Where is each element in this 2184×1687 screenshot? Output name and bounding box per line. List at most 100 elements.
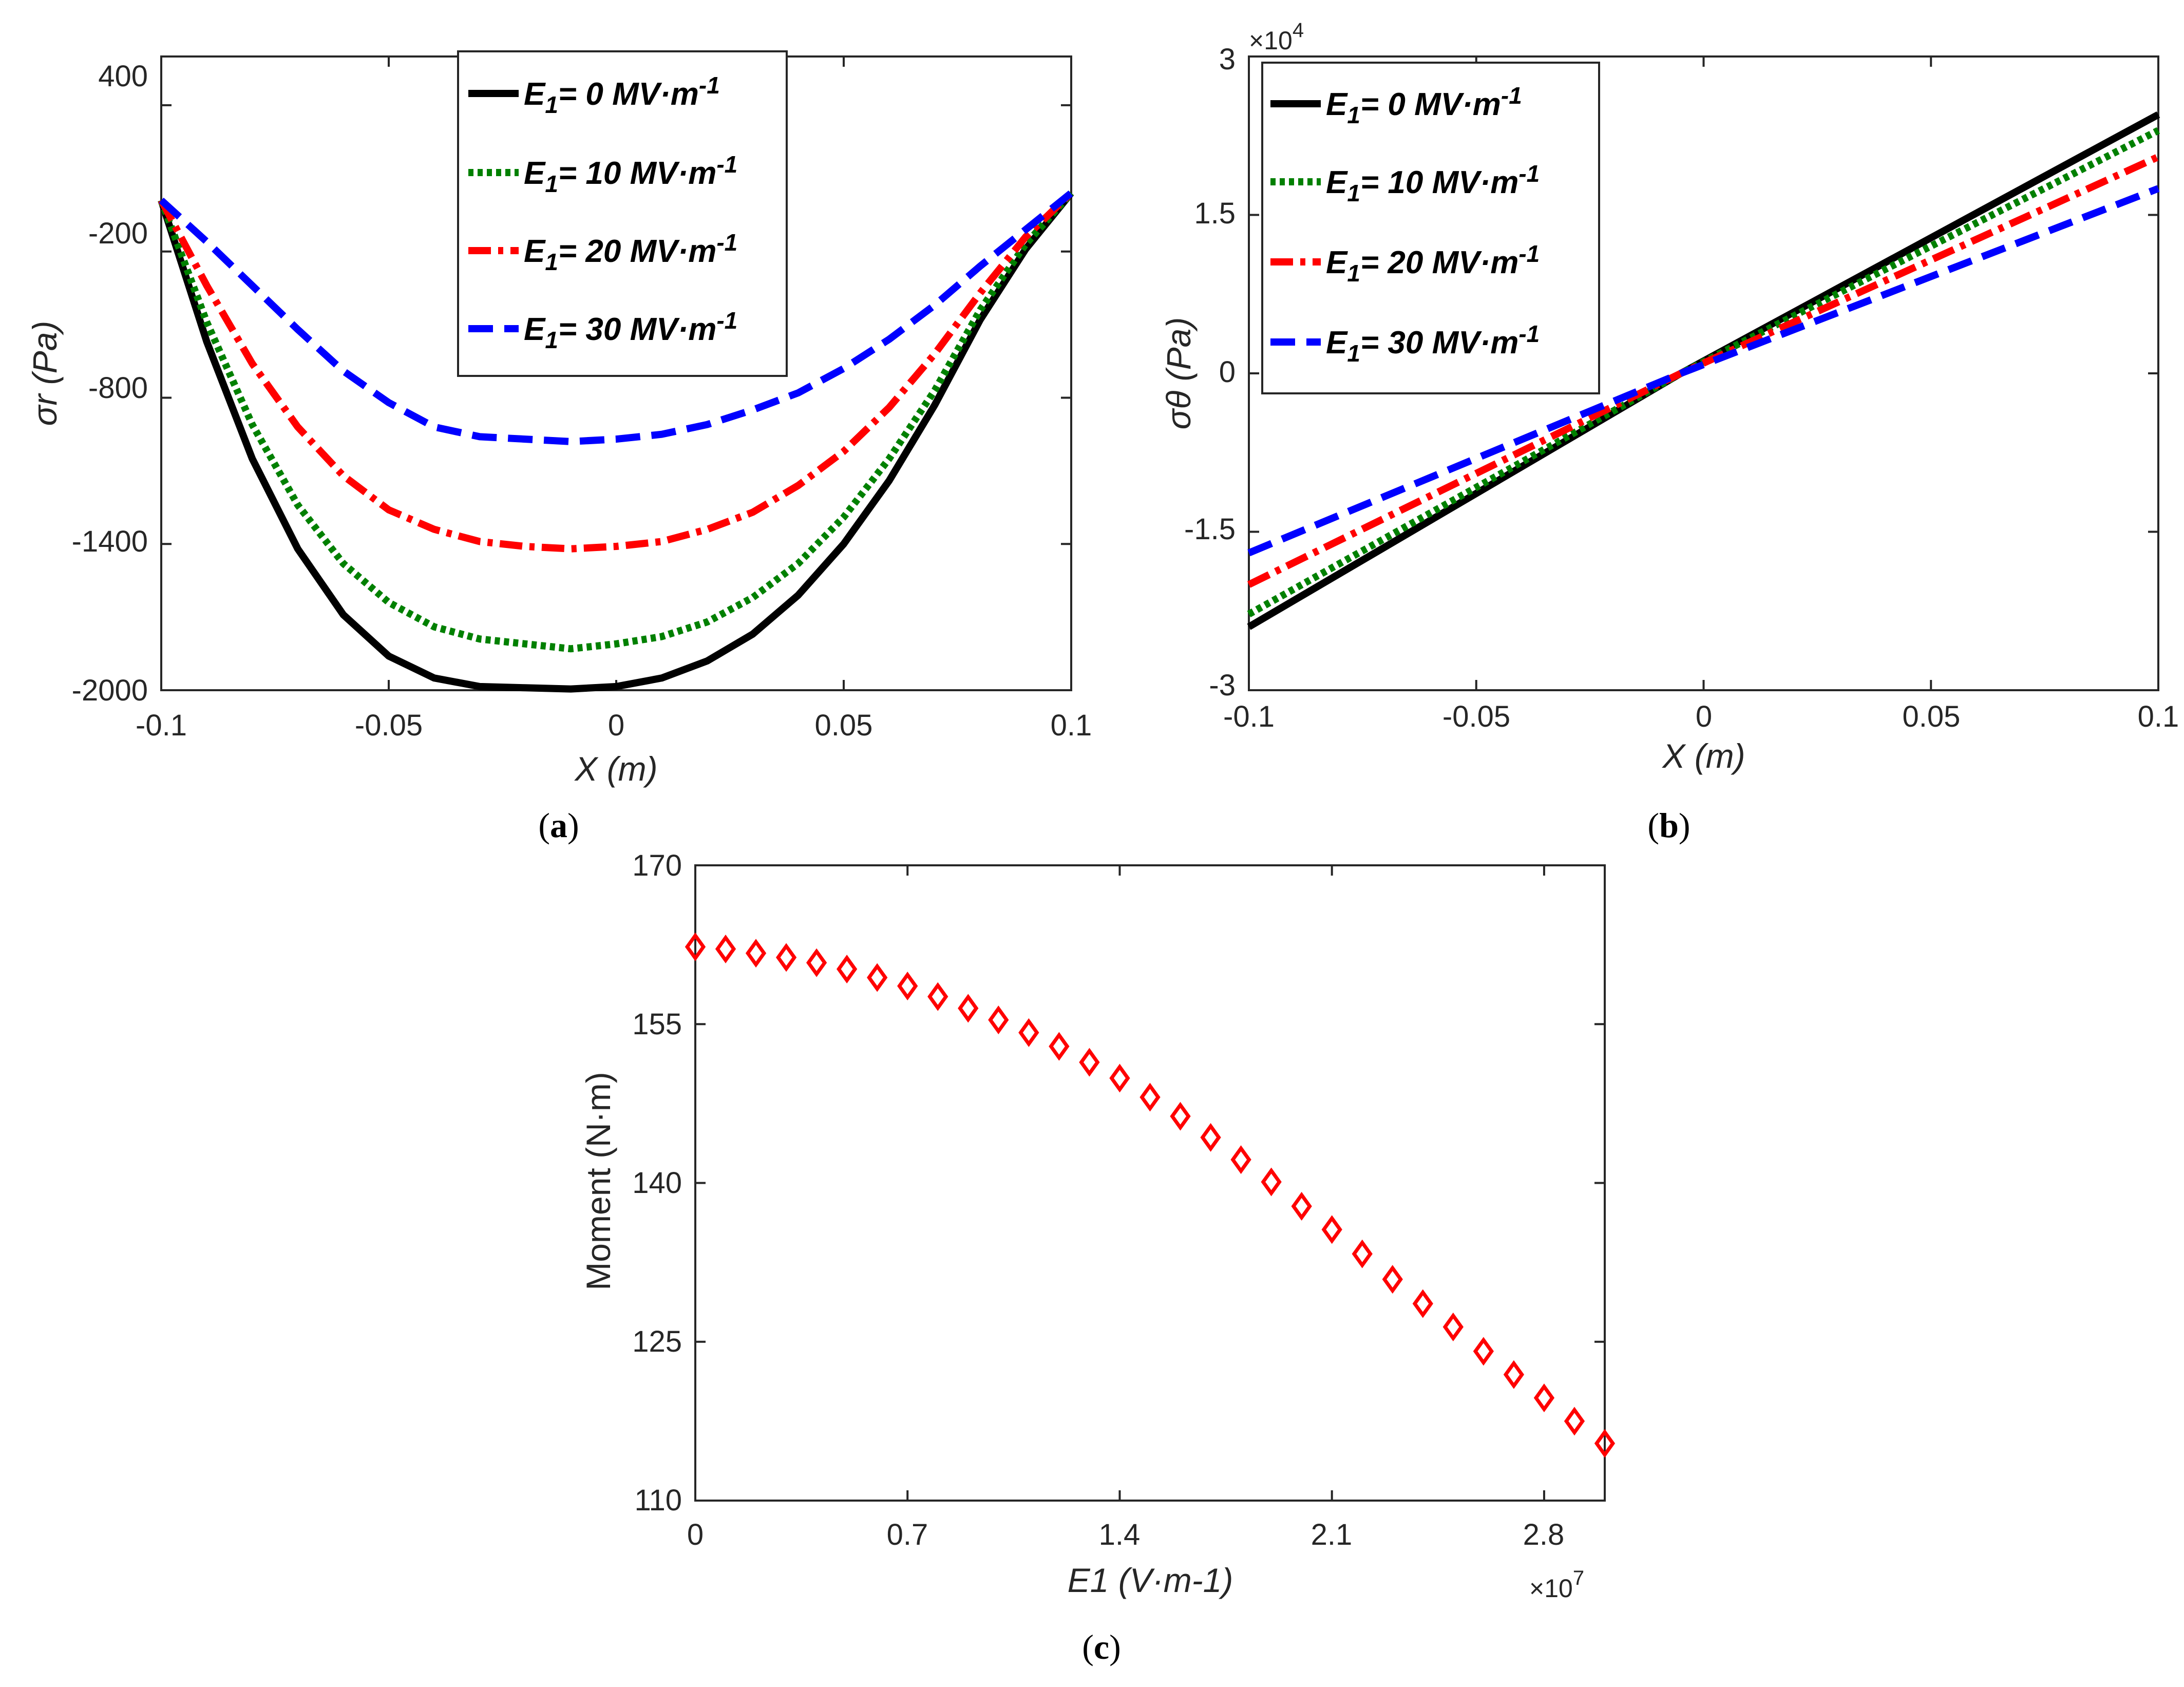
panel-b-ytick-label: -1.5 bbox=[1184, 513, 1236, 546]
panel-b-xtick-label: 0 bbox=[1696, 700, 1712, 733]
panel-c-point bbox=[1291, 1191, 1312, 1221]
panel-c-point bbox=[1200, 1123, 1221, 1152]
panel-c-ytick-label: 170 bbox=[632, 849, 682, 882]
panel-c-ytick-label: 155 bbox=[632, 1008, 682, 1041]
panel-c-point bbox=[837, 955, 858, 984]
panel-c-point bbox=[1321, 1215, 1342, 1244]
panel-c-ytick-label: 140 bbox=[632, 1166, 682, 1200]
panel-c-point bbox=[1140, 1083, 1161, 1112]
panel-b-ytick-label: -3 bbox=[1209, 669, 1236, 702]
panel-a-legend-label: E1= 10 MV·m-1 bbox=[524, 151, 737, 197]
panel-b-legend-label: E1= 20 MV·m-1 bbox=[1326, 240, 1540, 287]
panel-b-xlabel: X (m) bbox=[1661, 737, 1745, 775]
panel-b-legend-label: E1= 30 MV·m-1 bbox=[1326, 320, 1540, 367]
panel-b-legend-label: E1= 0 MV·m-1 bbox=[1326, 82, 1522, 128]
panel-a-ylabel: σr (Pa) bbox=[26, 321, 64, 426]
panel-c-xlabel: E1 (V·m-1) bbox=[1068, 1561, 1233, 1599]
panel-b-legend-label: E1= 10 MV·m-1 bbox=[1326, 160, 1540, 206]
panel-c-point bbox=[1594, 1429, 1616, 1458]
panel-b-series-line-3 bbox=[1247, 185, 2160, 557]
panel-b-ticks bbox=[1248, 55, 2159, 691]
panel-c-point bbox=[806, 948, 827, 977]
panel-b-series bbox=[1247, 111, 2160, 630]
panel-b-legend: E1= 0 MV·m-1 E1= 10 MV·m-1 E1= 20 MV·m-1… bbox=[1261, 62, 1600, 394]
panel-c-point bbox=[927, 982, 948, 1011]
panel-b-ytick-label: 0 bbox=[1219, 355, 1236, 389]
panel-a-legend-label: E1= 0 MV·m-1 bbox=[524, 72, 720, 118]
panel-b-exponent-base: ×10 bbox=[1249, 26, 1293, 55]
panel-c-point bbox=[1079, 1048, 1100, 1077]
panel-c-ytick-label: 125 bbox=[632, 1325, 682, 1358]
panel-c-point bbox=[1503, 1360, 1525, 1389]
panel-a-series-line-0 bbox=[158, 191, 1074, 693]
panel-a-series-line-1 bbox=[158, 191, 1074, 653]
panel-c-xtick-label: 1.4 bbox=[1099, 1518, 1141, 1551]
panel-a-xtick-label: 0.1 bbox=[1051, 709, 1092, 742]
panel-a-xtick-label: -0.1 bbox=[136, 709, 187, 742]
panel-c-point bbox=[897, 972, 918, 1001]
panel-a-xlabel: X (m) bbox=[574, 750, 657, 788]
panel-c-xtick-label: 2.1 bbox=[1311, 1518, 1353, 1551]
panel-c-xtick-label: 0 bbox=[687, 1518, 704, 1551]
panel-c-point bbox=[1473, 1337, 1494, 1366]
panel-c-xtick-label: 0.7 bbox=[887, 1518, 928, 1551]
panel-c-point bbox=[1049, 1032, 1070, 1061]
panel-c-point bbox=[715, 934, 736, 963]
panel-a-chart: 400 -200 -800 -1400 -2000 -0.1 -0.05 0 0… bbox=[26, 50, 1092, 845]
panel-c-point bbox=[1533, 1383, 1555, 1413]
panel-a-ytick-label: -2000 bbox=[72, 674, 148, 707]
panel-a-xtick-label: -0.05 bbox=[355, 709, 423, 742]
panel-b-chart: ×104 3 1.5 0 -1.5 -3 -0.1 -0.05 0 0.05 0… bbox=[1160, 19, 2179, 845]
panel-a-caption: (a) bbox=[538, 806, 579, 845]
panel-a-legend-label: E1= 30 MV·m-1 bbox=[524, 307, 737, 353]
panel-c-exponent: ×107 bbox=[1529, 1567, 1584, 1603]
panel-c-chart: 170 155 140 125 110 0 0.7 1.4 2.1 2.8 ×1… bbox=[579, 849, 1616, 1666]
panel-b-xtick-label: 0.05 bbox=[1903, 700, 1961, 733]
panel-c-point bbox=[745, 939, 767, 968]
panel-b-caption-letter: b bbox=[1659, 806, 1679, 845]
panel-a-xtick-label: 0 bbox=[608, 709, 624, 742]
panel-b-exponent: ×104 bbox=[1249, 19, 1304, 55]
panel-c-point bbox=[1382, 1265, 1403, 1294]
panel-a-ytick-label: -200 bbox=[88, 217, 148, 250]
panel-c-plot-area bbox=[694, 864, 1606, 1502]
panel-c-point bbox=[685, 932, 706, 961]
panel-b-xtick-label: 0.1 bbox=[2138, 700, 2179, 733]
panel-c-point bbox=[958, 994, 979, 1023]
panel-b-ytick-label: 3 bbox=[1219, 43, 1236, 76]
panel-c-point bbox=[1564, 1407, 1585, 1436]
panel-c-point bbox=[1170, 1102, 1191, 1131]
panel-b-caption: (b) bbox=[1647, 806, 1690, 845]
panel-b-ytick-label: 1.5 bbox=[1194, 197, 1236, 230]
panel-c-series bbox=[685, 932, 1616, 1458]
panel-c-point bbox=[1412, 1289, 1433, 1318]
panel-b-xtick-label: -0.05 bbox=[1442, 700, 1510, 733]
panel-a-ytick-label: 400 bbox=[98, 60, 148, 93]
panel-c-caption-letter: c bbox=[1094, 1627, 1109, 1666]
panel-a-ytick-label: -1400 bbox=[72, 525, 148, 558]
panel-a-series-line-3 bbox=[159, 190, 1074, 445]
panel-c-xtick-label: 2.8 bbox=[1523, 1518, 1565, 1551]
panel-c-point bbox=[1109, 1064, 1130, 1093]
panel-c-point bbox=[1018, 1018, 1039, 1047]
panel-b-exponent-power: 4 bbox=[1293, 19, 1304, 42]
panel-c-point bbox=[1442, 1312, 1464, 1341]
panel-c-exponent-power: 7 bbox=[1573, 1567, 1584, 1589]
panel-b-xtick-label: -0.1 bbox=[1223, 700, 1275, 733]
panel-c-point bbox=[988, 1006, 1009, 1034]
panel-a-caption-letter: a bbox=[550, 806, 567, 845]
panel-c-point bbox=[1352, 1239, 1373, 1268]
panel-c-exponent-base: ×10 bbox=[1529, 1574, 1573, 1603]
panel-c-point bbox=[1230, 1145, 1251, 1174]
panel-c-point bbox=[1261, 1167, 1282, 1197]
panel-a-legend-box bbox=[457, 50, 788, 377]
panel-a-series-line-2 bbox=[158, 190, 1074, 553]
panel-c-ylabel: Moment (N·m) bbox=[579, 1072, 617, 1290]
panel-a-xtick-label: 0.05 bbox=[815, 709, 873, 742]
panel-a-legend: E1= 0 MV·m-1 E1= 10 MV·m-1 E1= 20 MV·m-1… bbox=[457, 50, 788, 377]
panel-b-legend-box bbox=[1261, 62, 1600, 394]
panel-a-legend-label: E1= 20 MV·m-1 bbox=[524, 229, 737, 275]
panel-a-series bbox=[158, 190, 1074, 693]
panel-c-point bbox=[867, 963, 888, 992]
